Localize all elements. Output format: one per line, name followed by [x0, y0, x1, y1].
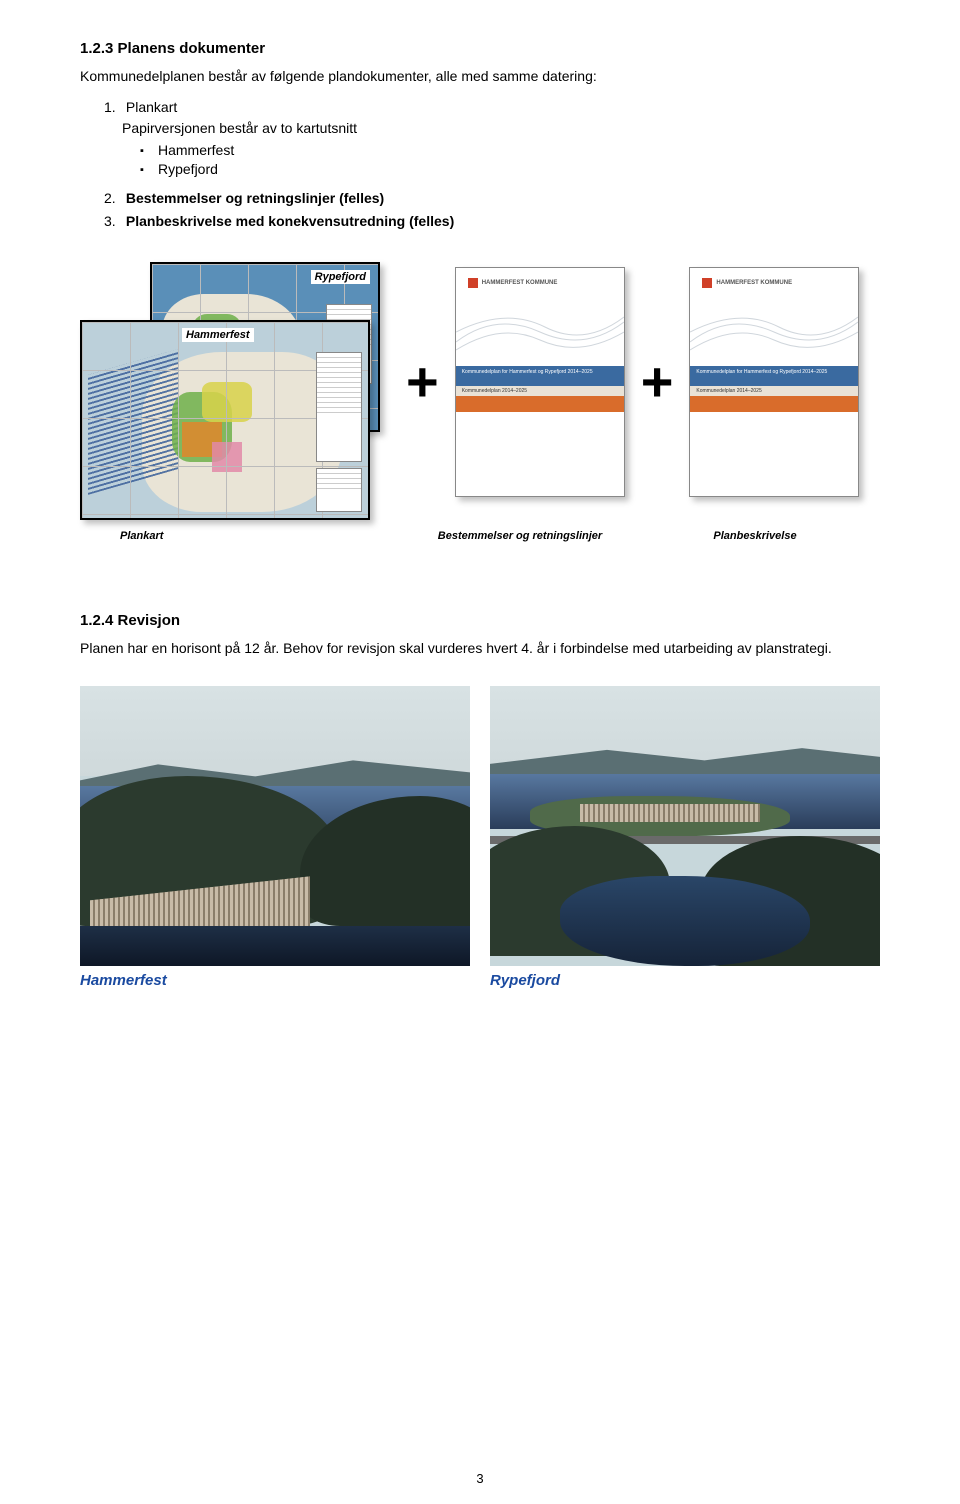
- heading-1-2-4: 1.2.4 Revisjon: [80, 612, 880, 629]
- map-label: Hammerfest: [182, 328, 254, 342]
- caption-bestemmelser: Bestemmelser og retningslinjer: [400, 530, 640, 542]
- doc-title: Kommunedelplan for Hammerfest og Rypefjo…: [690, 366, 858, 375]
- page-number: 3: [0, 1471, 960, 1486]
- bullet: Hammerfest: [140, 141, 880, 161]
- figure-row: Rypefjord Hammerfest +: [80, 262, 880, 522]
- list-item-3: 3. Planbeskrivelse med konekvensutrednin…: [104, 211, 880, 232]
- photo-row: Hammerfest Rypefjord: [80, 686, 880, 989]
- photo-rypefjord: [490, 686, 880, 966]
- item-num: 3.: [104, 211, 122, 232]
- figure-captions: Plankart Bestemmelser og retningslinjer …: [80, 530, 880, 542]
- heading-1-2-3: 1.2.3 Planens dokumenter: [80, 40, 880, 57]
- bullet-list: Hammerfest Rypefjord: [140, 141, 880, 180]
- doc-sub: Kommunedelplan 2014–2025: [456, 386, 624, 396]
- caption-plankart: Plankart: [80, 530, 400, 542]
- plus-icon: +: [400, 349, 445, 414]
- bullet: Rypefjord: [140, 160, 880, 180]
- item-label: Planbeskrivelse med konekvensutredning (…: [126, 213, 454, 229]
- logo: HAMMERFEST KOMMUNE: [468, 278, 558, 288]
- photo-caption: Hammerfest: [80, 972, 470, 989]
- item-subintro: Papirversjonen består av to kartutsnitt: [122, 118, 880, 139]
- doc-sub: Kommunedelplan 2014–2025: [690, 386, 858, 396]
- photo-hammerfest: [80, 686, 470, 966]
- doc-title: Kommunedelplan for Hammerfest og Rypefjo…: [456, 366, 624, 375]
- list-item-2: 2. Bestemmelser og retningslinjer (felle…: [104, 188, 880, 209]
- doc-card-bestemmelser: HAMMERFEST KOMMUNE Kommunedelplan for Ha…: [455, 267, 625, 497]
- photo-rypefjord-wrap: Rypefjord: [490, 686, 880, 989]
- doc-card-planbeskrivelse: HAMMERFEST KOMMUNE Kommunedelplan for Ha…: [689, 267, 859, 497]
- item-label: Bestemmelser og retningslinjer (felles): [126, 190, 384, 206]
- plankart-thumbnails: Rypefjord Hammerfest: [80, 262, 390, 522]
- logo: HAMMERFEST KOMMUNE: [702, 278, 792, 288]
- item-label: Plankart: [126, 99, 177, 115]
- list-item-1: 1. Plankart Papirversjonen består av to …: [104, 97, 880, 139]
- caption-planbeskrivelse: Planbeskrivelse: [640, 530, 870, 542]
- map-label: Rypefjord: [311, 270, 370, 284]
- item-num: 2.: [104, 188, 122, 209]
- photo-caption: Rypefjord: [490, 972, 880, 989]
- map-card-hammerfest: Hammerfest: [80, 320, 370, 520]
- item-num: 1.: [104, 97, 122, 118]
- plus-icon: +: [635, 349, 680, 414]
- revision-body: Planen har en horisont på 12 år. Behov f…: [80, 639, 880, 659]
- intro-text: Kommunedelplanen består av følgende plan…: [80, 67, 880, 87]
- photo-hammerfest-wrap: Hammerfest: [80, 686, 470, 989]
